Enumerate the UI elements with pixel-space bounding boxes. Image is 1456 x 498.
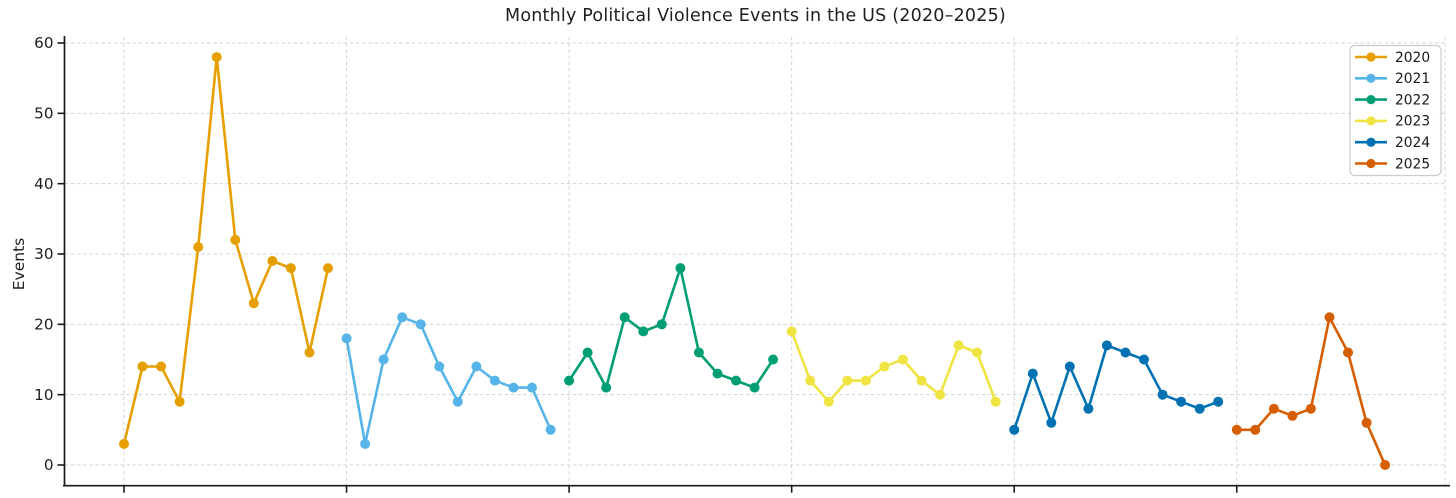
series-line-2024: [1012, 344, 1220, 432]
legend-label-2025: 2025: [1395, 156, 1430, 172]
data-point-2023: [805, 375, 816, 386]
data-point-2025: [1268, 403, 1279, 414]
data-point-2023: [972, 347, 983, 358]
data-point-2024: [1083, 403, 1094, 414]
data-point-2024: [1213, 396, 1224, 407]
series-line-2021: [345, 316, 552, 446]
data-point-2020: [304, 347, 315, 358]
data-point-2022: [731, 375, 741, 386]
data-point-2021: [434, 361, 445, 372]
data-point-2025: [1380, 460, 1391, 470]
data-point-2024: [1101, 340, 1112, 351]
data-point-2025: [1250, 424, 1261, 435]
data-point-2021: [471, 361, 482, 372]
data-point-2022: [582, 347, 593, 358]
data-point-2020: [193, 242, 204, 252]
data-point-2023: [879, 361, 890, 372]
legend-label-2023: 2023: [1395, 114, 1430, 130]
data-point-2020: [285, 263, 296, 274]
data-point-2022: [768, 354, 779, 365]
data-point-2022: [601, 382, 612, 393]
data-point-2024: [1009, 424, 1020, 435]
data-point-2021: [508, 382, 519, 393]
data-point-2024: [1064, 361, 1075, 372]
data-point-2020: [156, 361, 167, 372]
data-point-2020: [267, 256, 278, 266]
data-point-2021: [415, 319, 426, 330]
data-point-2021: [545, 424, 556, 435]
y-tick-label: 0: [44, 456, 54, 474]
data-point-2025: [1305, 403, 1316, 414]
data-point-2020: [323, 263, 333, 274]
data-point-2022: [638, 326, 649, 337]
data-point-2020: [211, 52, 222, 63]
legend-marker: [1366, 158, 1376, 169]
data-point-2024: [1157, 389, 1168, 400]
data-point-2025: [1361, 417, 1372, 428]
data-point-2023: [916, 375, 927, 386]
data-point-2025: [1287, 410, 1298, 421]
data-point-2025: [1343, 347, 1353, 358]
series-line-2022: [567, 266, 775, 389]
data-point-2023: [842, 375, 853, 386]
data-point-2020: [230, 234, 241, 245]
data-point-2024: [1120, 347, 1131, 358]
data-point-2021: [360, 438, 371, 449]
data-point-2022: [693, 347, 704, 358]
data-point-2022: [619, 312, 630, 323]
data-point-2022: [749, 382, 760, 393]
data-point-2023: [786, 326, 797, 337]
data-point-2021: [527, 382, 537, 393]
data-point-2022: [712, 368, 723, 379]
data-point-2023: [860, 375, 871, 386]
data-point-2020: [119, 438, 129, 449]
data-point-2023: [823, 396, 834, 407]
data-point-2020: [248, 298, 259, 309]
chart-title: Monthly Political Violence Events in the…: [505, 6, 1006, 26]
legend-marker: [1366, 137, 1376, 147]
y-tick-label: 60: [34, 34, 53, 52]
data-point-2025: [1324, 312, 1335, 323]
data-point-2024: [1046, 417, 1057, 428]
legend-marker: [1366, 73, 1376, 83]
legend-marker: [1366, 52, 1376, 62]
data-point-2021: [397, 312, 408, 323]
data-point-2021: [341, 333, 352, 344]
legend-label-2020: 2020: [1395, 50, 1430, 66]
data-point-2020: [137, 361, 148, 372]
legend-marker: [1366, 95, 1376, 105]
legend-marker: [1366, 116, 1376, 126]
data-point-2024: [1194, 403, 1205, 414]
data-point-2023: [953, 340, 964, 351]
series-line-2025: [1235, 316, 1387, 467]
data-point-2023: [935, 389, 945, 400]
legend-label-2021: 2021: [1395, 71, 1430, 87]
y-tick-label: 10: [34, 386, 53, 404]
data-point-2024: [1139, 354, 1149, 365]
data-point-2025: [1231, 424, 1242, 435]
data-point-2023: [897, 354, 908, 365]
data-point-2021: [489, 375, 500, 386]
y-tick-label: 40: [34, 175, 53, 193]
data-point-2020: [174, 396, 185, 407]
data-point-2024: [1027, 368, 1038, 379]
y-tick-label: 50: [34, 105, 53, 123]
series-line-2023: [790, 330, 997, 403]
data-point-2022: [656, 319, 667, 330]
data-point-2023: [990, 396, 1001, 407]
legend-label-2022: 2022: [1395, 92, 1430, 108]
data-point-2021: [378, 354, 389, 365]
data-point-2021: [452, 396, 463, 407]
data-point-2024: [1176, 396, 1187, 407]
y-tick-label: 30: [34, 245, 53, 263]
series-line-2020: [122, 55, 330, 446]
legend-label-2024: 2024: [1395, 135, 1430, 151]
y-tick-label: 20: [34, 316, 53, 334]
data-point-2022: [675, 263, 686, 274]
data-point-2022: [564, 375, 575, 386]
